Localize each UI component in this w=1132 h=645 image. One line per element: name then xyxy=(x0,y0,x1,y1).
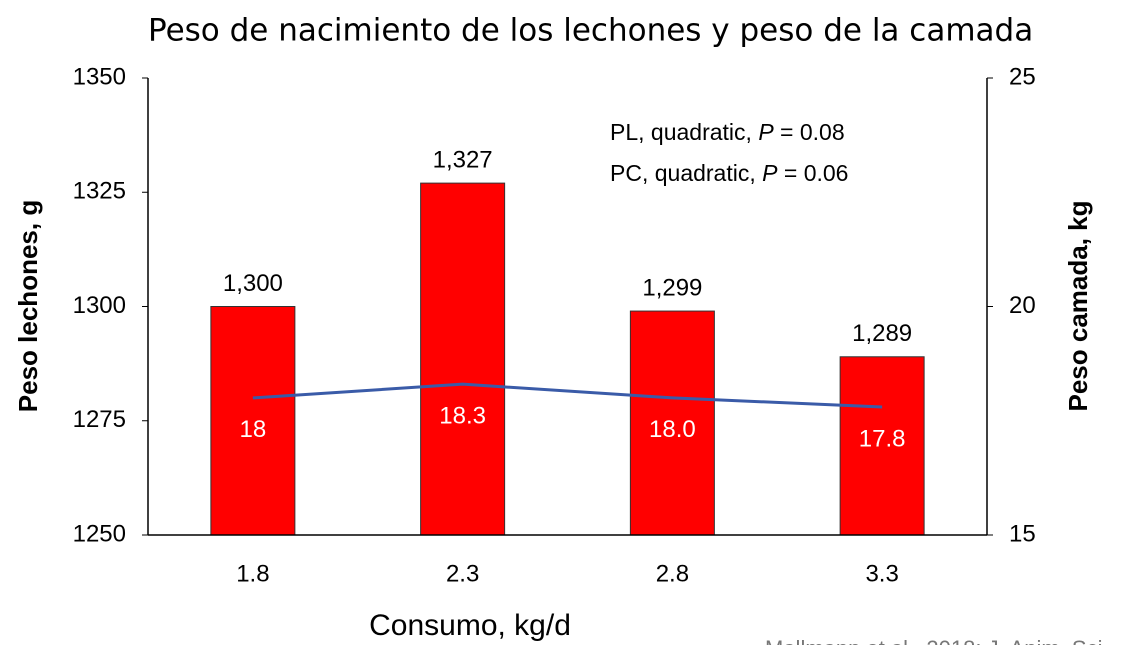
line xyxy=(252,382,883,409)
y-tick-label: 1325 xyxy=(73,178,126,205)
y-tick-label: 1250 xyxy=(73,520,126,547)
bar xyxy=(420,182,506,536)
bar-value-label: 1,299 xyxy=(642,274,702,301)
annotation-part: PL, quadratic, xyxy=(610,119,758,145)
x-tick-label: 2.8 xyxy=(656,560,689,587)
source: Mallmann et al., 2018; J. Anim. Sci. xyxy=(765,636,1109,645)
x-tick-label: 2.3 xyxy=(446,560,479,587)
line-value-label: 18.0 xyxy=(649,416,696,443)
bar xyxy=(839,356,925,536)
chart-title: Peso de nacimiento de los lechones y pes… xyxy=(148,13,1033,49)
bar xyxy=(629,310,715,536)
y2-tick-label: 20 xyxy=(1009,292,1036,319)
y2-tick-label: 25 xyxy=(1009,63,1036,90)
y-tick-label: 1300 xyxy=(73,292,126,319)
annotation-part: P xyxy=(762,160,778,186)
annotation-part: = 0.08 xyxy=(774,119,845,145)
y2-axis-label: Peso camada, kg xyxy=(1063,201,1093,412)
annotation: PL, quadratic, P = 0.08 xyxy=(610,119,845,145)
bar xyxy=(210,306,296,536)
bar-value-label: 1,289 xyxy=(852,320,912,347)
bar-value-label: 1,327 xyxy=(433,146,493,173)
x-tick-label: 3.3 xyxy=(865,560,898,587)
annotation-part: = 0.06 xyxy=(777,160,848,186)
y-axis-label: Peso lechones, g xyxy=(13,200,43,412)
x-axis-label: Consumo, kg/d xyxy=(369,609,571,642)
x-tick-label: 1.8 xyxy=(236,560,269,587)
y2-tick-label: 15 xyxy=(1009,520,1036,547)
y-tick-label: 1350 xyxy=(73,63,126,90)
annotation-part: PC, quadratic, xyxy=(610,160,762,186)
line-value-label: 17.8 xyxy=(859,425,906,452)
y-tick-label: 1275 xyxy=(73,406,126,433)
line-value-label: 18.3 xyxy=(439,403,486,430)
annotation-part: P xyxy=(758,119,774,145)
annotation: PC, quadratic, P = 0.06 xyxy=(610,160,848,186)
bar-value-label: 1,300 xyxy=(223,270,283,297)
line-value-label: 18 xyxy=(240,416,267,443)
